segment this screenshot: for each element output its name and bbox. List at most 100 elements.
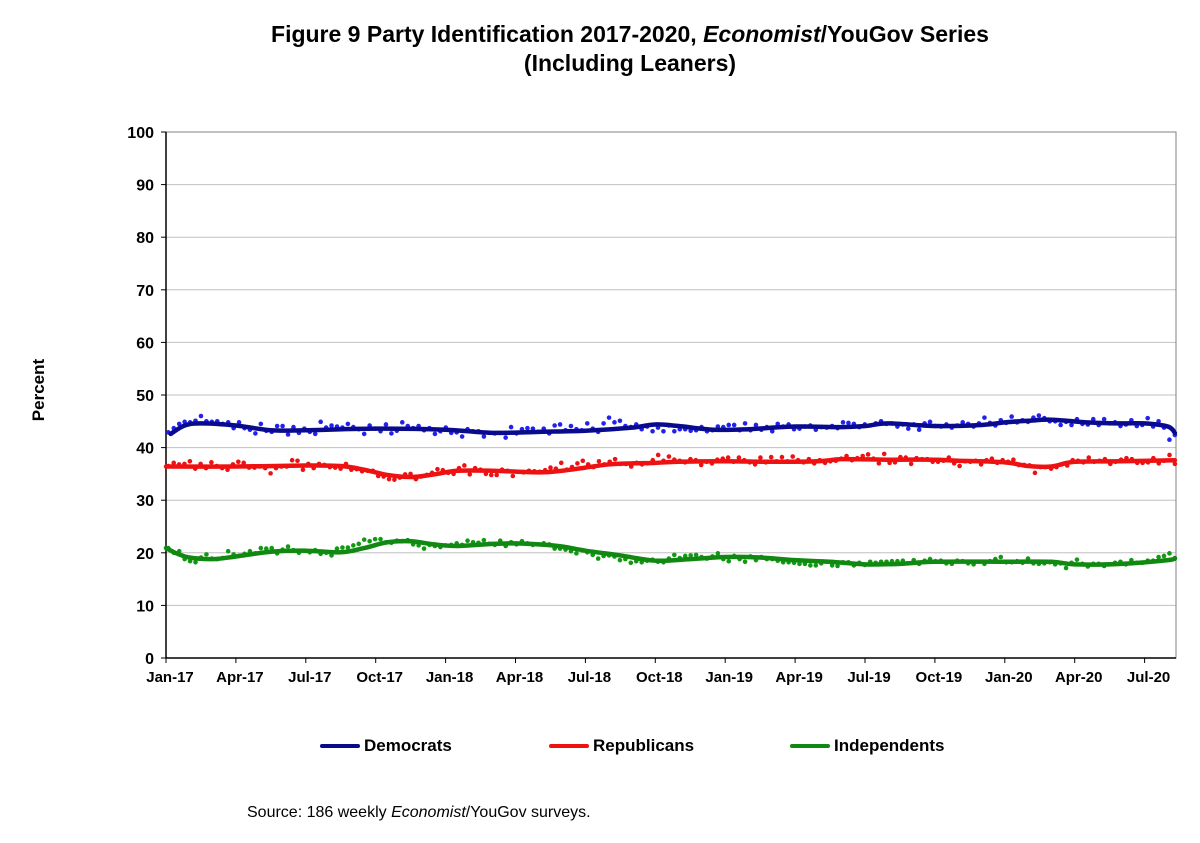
democrats-weekly-point: [399, 420, 405, 425]
democrats-weekly-point: [312, 431, 318, 437]
democrats-weekly-point: [601, 421, 606, 426]
democrats-weekly-point: [1009, 414, 1014, 419]
republicans-weekly-point: [289, 457, 295, 463]
democrats-weekly-point: [753, 422, 759, 428]
x-tick-label: Jan-17: [146, 669, 194, 686]
democrats-weekly-point: [280, 423, 285, 429]
independents-weekly-point: [263, 546, 269, 551]
legend-swatch-republicans: [549, 744, 589, 748]
republicans-weekly-point: [392, 477, 397, 482]
republicans-weekly-point: [1167, 452, 1172, 458]
independents-weekly-point: [465, 538, 470, 544]
democrats-weekly-point: [1069, 422, 1074, 428]
independents-weekly-point: [715, 551, 721, 556]
republicans-weekly-point: [558, 460, 564, 466]
independents-weekly-point: [574, 551, 579, 556]
independents-weekly-point: [742, 559, 748, 565]
republicans-weekly-point: [1032, 470, 1038, 476]
republicans-trend-line: [163, 456, 1178, 480]
republicans-weekly-point: [1011, 457, 1016, 462]
legend: Democrats Republicans Independents: [0, 736, 1200, 760]
republicans-weekly-point: [435, 466, 440, 472]
x-tick-label: Apr-18: [496, 669, 544, 686]
republicans-weekly-point: [666, 454, 672, 459]
democrats-weekly-point: [769, 428, 775, 434]
independents-weekly-point: [378, 536, 383, 542]
legend-label-independents: Independents: [834, 736, 945, 755]
independents-weekly-point: [193, 559, 198, 565]
republicans-weekly-point: [209, 460, 214, 465]
democrats-weekly-point: [982, 415, 987, 420]
independents-weekly-point: [372, 536, 378, 542]
democrats-weekly-point: [285, 432, 291, 437]
democrats-weekly-point: [1145, 415, 1150, 421]
republicans-weekly-point: [1086, 455, 1092, 460]
independents-weekly-point: [345, 545, 351, 550]
x-tick-label: Apr-17: [216, 669, 264, 686]
independents-weekly-point: [1074, 557, 1080, 562]
independents-weekly-point: [808, 563, 813, 568]
democrats-trend-line: [168, 417, 1178, 437]
independents-weekly-point: [225, 548, 231, 554]
source-italic: Economist: [391, 804, 466, 821]
chart-title-italic: Economist: [703, 21, 821, 47]
democrats-weekly-point: [726, 422, 732, 428]
democrats-weekly-point: [606, 415, 612, 420]
republicans-weekly-point: [612, 456, 618, 462]
x-tick-label: Jan-19: [705, 669, 753, 686]
independents-weekly-point: [672, 552, 677, 558]
independents-weekly-point: [693, 552, 699, 558]
independents-weekly-point: [204, 552, 209, 557]
independents-weekly-point: [269, 545, 275, 551]
independents-weekly-point: [998, 554, 1004, 560]
republicans-weekly-point: [548, 465, 553, 470]
republicans-weekly-point: [488, 472, 494, 478]
democrats-weekly-point: [612, 420, 617, 425]
democrats-weekly-point: [661, 428, 666, 434]
republicans-weekly-point: [865, 452, 871, 457]
democrats-weekly-point: [916, 427, 922, 433]
independents-weekly-point: [595, 556, 601, 561]
democrats-weekly-point: [846, 420, 851, 426]
legend-swatch-democrats: [320, 744, 360, 748]
democrats-weekly-point: [557, 422, 563, 427]
democrats-weekly-point: [1101, 416, 1107, 422]
independents-weekly-point: [835, 563, 840, 569]
republicans-weekly-point: [462, 463, 467, 468]
x-tick-label: Apr-20: [1055, 669, 1103, 686]
democrats-weekly-point: [329, 423, 334, 428]
chart-title-line2: (Including Leaners): [523, 50, 737, 76]
x-tick-label: Apr-19: [775, 669, 823, 686]
legend-label-democrats: Democrats: [364, 736, 452, 755]
x-tick-label: Jan-18: [426, 669, 474, 686]
y-tick-label: 20: [136, 546, 154, 563]
republicans-weekly-point: [736, 455, 742, 460]
y-tick-label: 90: [136, 178, 154, 195]
source-prefix: Source: 186 weekly: [247, 804, 392, 821]
democrats-weekly-point: [432, 431, 438, 437]
chart-title: Figure 9 Party Identification 2017-2020,…: [0, 20, 1200, 78]
democrats-weekly-point: [1058, 422, 1063, 428]
republicans-weekly-point: [655, 452, 661, 458]
independents-weekly-point: [340, 545, 345, 550]
independents-weekly-point: [481, 537, 487, 543]
democrats-weekly-point: [361, 431, 367, 437]
republicans-weekly-point: [790, 454, 796, 459]
x-tick-label: Jul-19: [847, 669, 890, 686]
y-tick-label: 70: [136, 283, 154, 300]
independents-weekly-point: [1156, 554, 1161, 560]
democrats-weekly-point: [389, 431, 394, 436]
republicans-weekly-point: [768, 454, 774, 460]
y-tick-label: 10: [136, 598, 154, 615]
republicans-weekly-point: [908, 461, 914, 467]
x-tick-label: Oct-17: [356, 669, 403, 686]
independents-weekly-point: [628, 560, 634, 566]
republicans-weekly-point: [510, 473, 516, 479]
democrats-weekly-point: [742, 421, 748, 426]
republicans-weekly-point: [241, 460, 246, 466]
democrats-weekly-point: [525, 425, 530, 431]
independents-weekly-point: [688, 553, 693, 558]
independents-weekly-point: [1167, 551, 1172, 556]
republicans-weekly-point: [187, 458, 193, 464]
